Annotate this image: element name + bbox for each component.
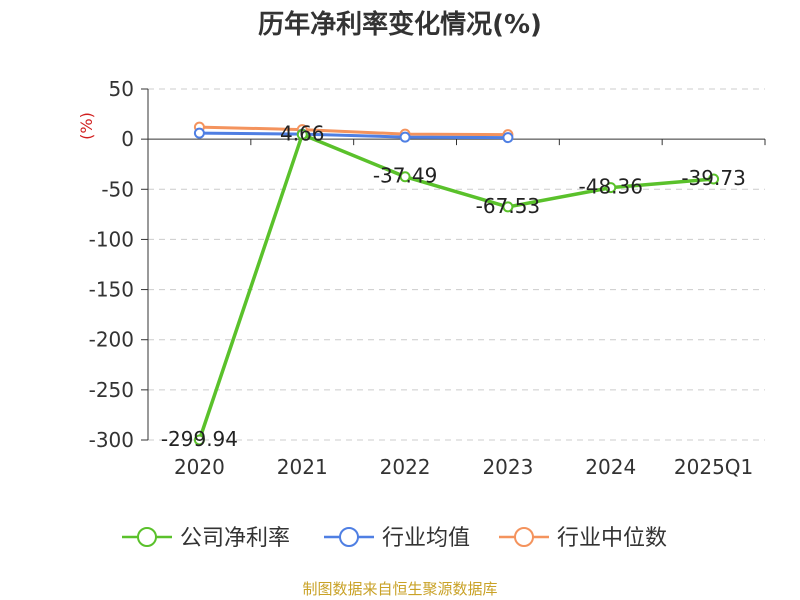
data-label: 4.66 — [280, 121, 325, 145]
legend-label: 行业均值 — [382, 526, 470, 551]
data-point — [399, 131, 411, 143]
legend: 公司净利率 行业均值 行业中位数 — [122, 526, 667, 551]
data-point — [296, 128, 308, 140]
legend-label: 行业中位数 — [557, 526, 667, 551]
y-tick-label: -300 — [89, 428, 134, 452]
x-tick-label: 2025Q1 — [674, 455, 753, 479]
x-tick-label: 2021 — [277, 455, 328, 479]
series-lines — [193, 121, 720, 446]
data-label: -37.49 — [373, 164, 437, 188]
legend-marker — [514, 527, 534, 547]
data-label: -48.36 — [579, 175, 643, 199]
legend-marker — [137, 527, 157, 547]
series-0 — [193, 128, 720, 446]
series-line — [199, 131, 508, 140]
data-point — [502, 201, 514, 213]
legend-label: 公司净利率 — [180, 526, 290, 551]
legend-item: 公司净利率 — [122, 526, 290, 551]
legend-marker — [339, 527, 359, 547]
y-tick-label: -200 — [89, 328, 134, 352]
data-label: -299.94 — [161, 427, 238, 451]
series-line — [197, 132, 714, 441]
data-point — [193, 127, 205, 139]
y-tick-label: -50 — [101, 177, 134, 201]
x-tick-label: 2024 — [585, 455, 636, 479]
y-tick-label: -250 — [89, 378, 134, 402]
legend-item: 行业中位数 — [499, 526, 667, 551]
data-point — [193, 434, 205, 446]
data-source-note: 制图数据来自恒生聚源数据库 — [302, 580, 497, 598]
data-labels: -299.94 4.66 -37.49 -67.53 -48.36 -39.73 — [161, 121, 746, 450]
legend-item: 行业均值 — [324, 526, 470, 551]
y-axis-unit-label: (%) — [77, 112, 96, 140]
data-point — [708, 173, 720, 185]
x-tick-label: 2023 — [482, 455, 533, 479]
series-1 — [193, 127, 514, 144]
x-tick-label: 2022 — [380, 455, 431, 479]
y-tick-label: -100 — [89, 227, 134, 251]
y-tick-label: 0 — [121, 127, 134, 151]
data-point — [502, 132, 514, 144]
data-point — [605, 182, 617, 194]
x-tick-label: 2020 — [174, 455, 225, 479]
data-label: -67.53 — [476, 194, 540, 218]
axes: 50 0 -50 -100 -150 -200 -250 -300 2020 2021 2022 20… — [89, 77, 766, 479]
chart-title: 历年净利率变化情况(%) — [258, 9, 542, 40]
series-line — [199, 125, 508, 137]
data-label: -39.73 — [681, 166, 745, 190]
y-tick-label: -150 — [89, 278, 134, 302]
data-point — [399, 171, 411, 183]
y-tick-label: 50 — [109, 77, 134, 101]
